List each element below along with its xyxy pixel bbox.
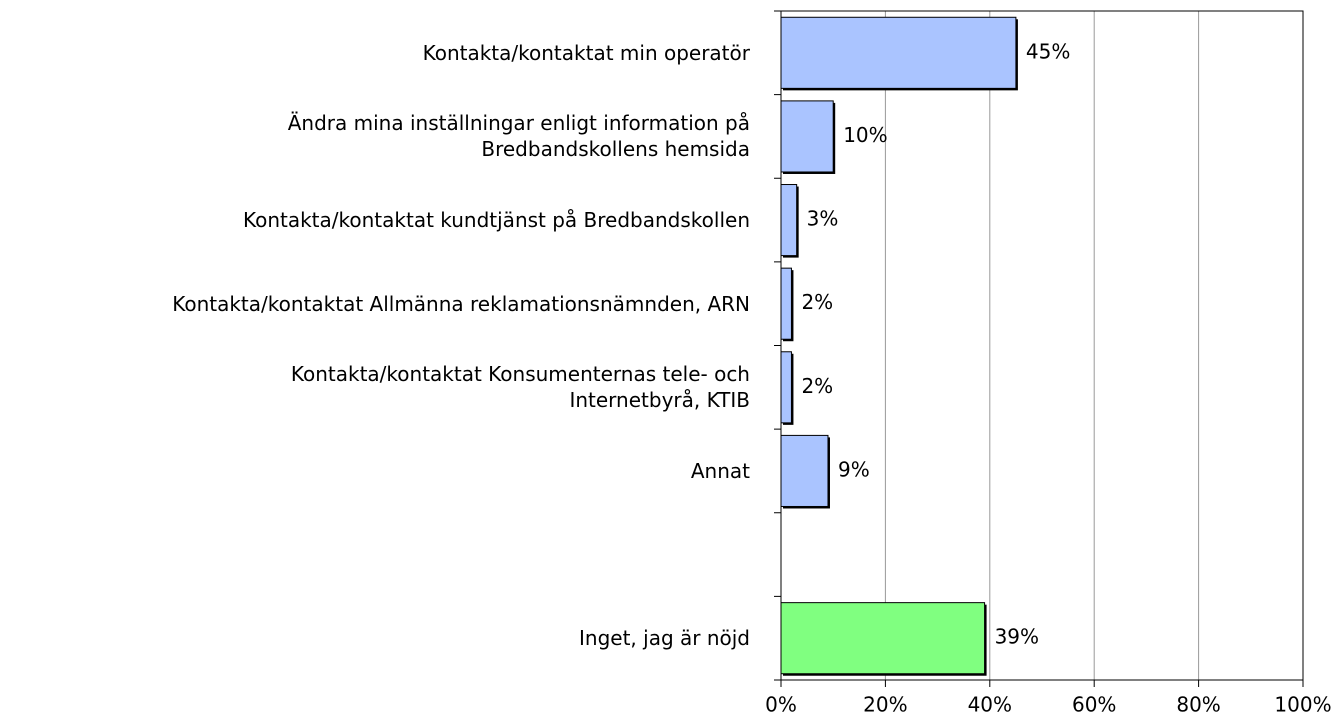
x-tick-label: 0%: [765, 693, 797, 717]
value-label: 10%: [843, 123, 887, 147]
y-tick-label: Kontakta/kontaktat min operatör: [422, 40, 750, 65]
bar: [780, 16, 1017, 89]
y-tick-label: Annat: [690, 458, 750, 483]
bar: [780, 351, 792, 424]
value-label: 2%: [801, 290, 833, 314]
bar: [780, 184, 798, 257]
y-tick-label: Kontakta/kontaktat kundtjänst på Bredban…: [242, 208, 750, 233]
x-tick-label: 20%: [863, 693, 907, 717]
y-tick-label: Kontakta/kontaktat Konsumenternas tele- …: [290, 362, 750, 413]
value-label: 39%: [995, 625, 1039, 649]
value-label: 45%: [1026, 39, 1070, 63]
bar: [780, 100, 834, 173]
bar: [780, 434, 829, 507]
plot-frame: [780, 10, 1304, 681]
bar: [780, 602, 986, 675]
value-label: 9%: [838, 457, 870, 481]
value-label: 2%: [801, 374, 833, 398]
y-tick-label: Ändra mina inställningar enligt informat…: [287, 111, 750, 162]
x-tick-label: 40%: [968, 693, 1012, 717]
x-tick-label: 80%: [1176, 693, 1220, 717]
value-label: 3%: [807, 207, 839, 231]
x-tick-label: 100%: [1274, 693, 1331, 717]
y-tick-label: Inget, jag är nöjd: [579, 626, 750, 651]
bar: [780, 267, 792, 340]
y-tick-label: Kontakta/kontaktat Allmänna reklamations…: [172, 291, 750, 316]
x-tick-label: 60%: [1072, 693, 1116, 717]
